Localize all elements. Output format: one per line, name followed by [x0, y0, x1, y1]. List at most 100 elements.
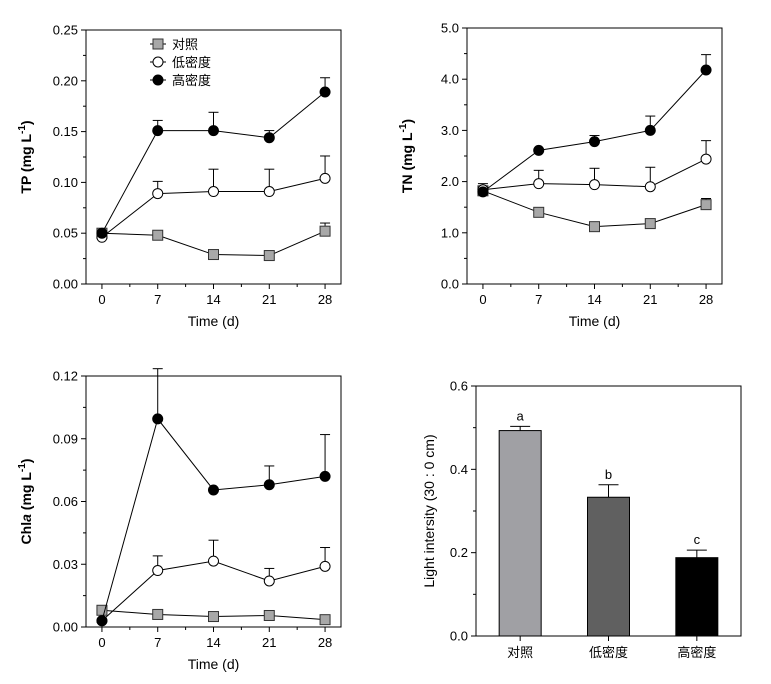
- y-tick-label: 0.05: [53, 226, 78, 241]
- data-point-square: [644, 218, 656, 230]
- panel-1-frame: 0.00 0.05 0.10 0.15 0.20 0.25 0 7 14 21 28 Time (d)…: [17, 23, 342, 329]
- series-1: [96, 604, 331, 626]
- bar: [587, 496, 630, 637]
- y-axis-label-rest: (mg L: [18, 472, 34, 514]
- y-axis-label: Light intersity (30 : 0 cm): [421, 434, 437, 587]
- data-point-filled-circle: [152, 413, 164, 425]
- x-tick-label: 对照: [507, 646, 533, 661]
- series-1: [477, 185, 712, 233]
- series-3: [477, 54, 712, 198]
- x-tick-label: 0: [479, 292, 486, 307]
- panel-2-frame: 0.0 1.0 2.0 3.0 4.0 5.0 0 7 14 21 28 Time (d) TN (mg…: [398, 21, 723, 329]
- panel-3-plot-frame: [85, 375, 342, 628]
- y-tick-label: 0.00: [53, 277, 78, 292]
- data-point-filled-circle: [700, 64, 712, 76]
- x-tick-label: 28: [318, 292, 332, 307]
- data-point-filled-circle: [96, 227, 108, 239]
- y-tick-label: 0.03: [53, 557, 78, 572]
- data-point-filled-circle: [533, 144, 545, 156]
- y-tick-label: 0.25: [53, 23, 78, 38]
- y-axis-label-main: Chl: [18, 522, 34, 545]
- x-tick-label: 低密度: [589, 645, 628, 661]
- y-axis-label-main: TP (mg L: [18, 134, 34, 194]
- data-point-square: [263, 609, 275, 621]
- y-tick-label: 0.0: [441, 277, 459, 292]
- y-tick-label: 0.00: [53, 620, 78, 635]
- y-tick-label: 0.2: [450, 545, 468, 560]
- x-tick-label: 21: [262, 292, 276, 307]
- series-2: [96, 539, 331, 627]
- x-tick-label: 21: [643, 292, 657, 307]
- bar: [675, 557, 719, 637]
- y-axis-label: Chla (mg L-1): [17, 459, 34, 545]
- y-tick-label: 0.12: [53, 369, 78, 384]
- data-point-filled-circle: [319, 470, 331, 482]
- data-point-open-circle: [152, 188, 164, 200]
- x-tick-label: 7: [535, 292, 542, 307]
- x-tick-label: 28: [699, 292, 713, 307]
- y-tick-label: 0.15: [53, 124, 78, 139]
- y-tick-label: 0.09: [53, 431, 78, 446]
- bar: [498, 430, 542, 637]
- y-tick-label: 0.10: [53, 175, 78, 190]
- y-tick-label: 0.6: [450, 379, 468, 394]
- data-point-open-circle: [263, 186, 275, 198]
- series-3: [96, 77, 331, 239]
- y-tick-label: 0.06: [53, 494, 78, 509]
- x-tick-label: 0: [98, 635, 105, 650]
- y-axis-label: TP (mg L-1): [17, 120, 34, 193]
- series-2: [96, 155, 331, 243]
- data-point-square: [589, 221, 600, 233]
- y-tick-label: 0.20: [53, 73, 78, 88]
- x-tick-label: 14: [206, 635, 220, 650]
- data-point-square: [319, 614, 331, 626]
- data-point-filled-circle: [263, 132, 275, 144]
- panel-2-plot-frame: [466, 27, 723, 285]
- data-point-filled-circle: [319, 86, 331, 98]
- y-axis-label-superscript: -1: [17, 463, 28, 472]
- y-tick-label: 0.0: [450, 629, 468, 644]
- x-tick-label: 0: [98, 292, 105, 307]
- y-tick-label: 4.0: [441, 72, 459, 87]
- x-tick-label: 14: [587, 292, 601, 307]
- legend-marker-filled-circle: [152, 74, 164, 86]
- data-point-square: [208, 249, 219, 261]
- legend-label: 低密度: [172, 55, 211, 71]
- y-axis-label-superscript: -1: [398, 123, 409, 132]
- series-2: [477, 140, 712, 196]
- y-axis-label-close: ): [399, 119, 415, 124]
- x-axis-label: Time (d): [188, 656, 240, 672]
- x-axis-label: Time (d): [188, 313, 240, 329]
- legend-label: 高密度: [172, 73, 211, 89]
- x-axis-label: Time (d): [569, 313, 621, 329]
- legend-marker-open-circle: [152, 56, 164, 68]
- data-point-filled-circle: [644, 124, 656, 136]
- panel-1-plot-frame: [85, 29, 342, 285]
- data-point-filled-circle: [208, 125, 219, 137]
- y-tick-label: 1.0: [441, 225, 459, 240]
- data-point-square: [700, 199, 712, 211]
- y-axis-label-main: TN (mg L: [399, 132, 415, 193]
- y-tick-label: 2.0: [441, 174, 459, 189]
- data-point-square: [152, 229, 164, 241]
- legend-label: 对照: [172, 38, 198, 53]
- y-axis-label-italic: a: [18, 514, 34, 522]
- y-axis-label: TN (mg L-1): [398, 119, 415, 193]
- y-tick-label: 3.0: [441, 123, 459, 138]
- data-point-open-circle: [589, 179, 600, 191]
- data-point-square: [152, 608, 164, 620]
- panel-3-frame: 0.00 0.03 0.06 0.09 0.12 0 7 14 21 28 Time (d) Chla…: [17, 368, 342, 672]
- x-tick-label: 28: [318, 635, 332, 650]
- data-point-open-circle: [208, 186, 219, 198]
- x-tick-label: 14: [206, 292, 220, 307]
- x-tick-label: 7: [154, 292, 161, 307]
- data-point-square: [263, 250, 275, 262]
- y-tick-label: 5.0: [441, 21, 459, 36]
- data-point-square: [319, 225, 331, 237]
- data-point-filled-circle: [589, 136, 600, 148]
- data-point-open-circle: [533, 178, 545, 190]
- series-3: [96, 368, 331, 627]
- x-tick-label: 7: [154, 635, 161, 650]
